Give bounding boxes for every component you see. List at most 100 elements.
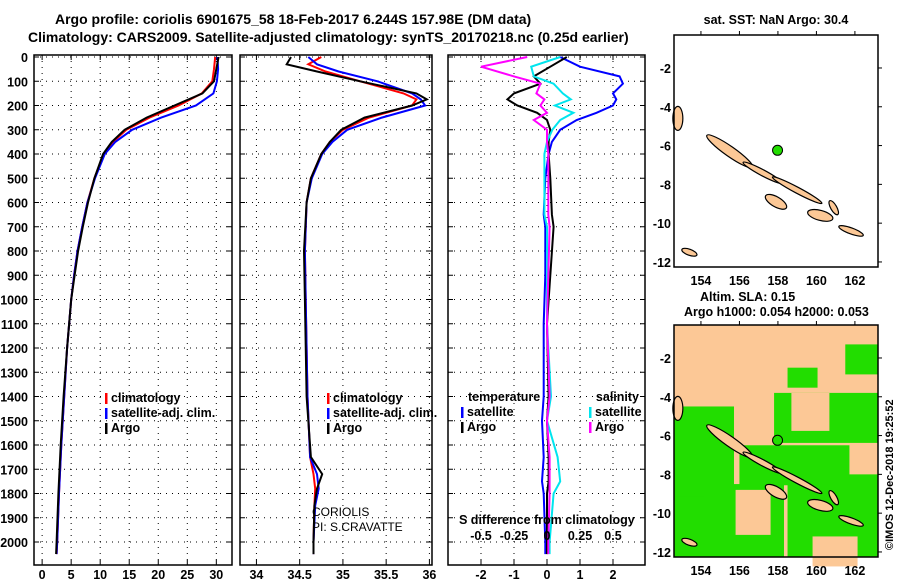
x-tick-label: 5 xyxy=(68,568,75,580)
legend-swatch xyxy=(105,393,108,404)
legend-label: Argo xyxy=(333,421,363,435)
x-tick-label: 0 xyxy=(39,568,46,580)
x-tick-label: 35 xyxy=(336,568,350,580)
lat-tick-label: -2 xyxy=(660,62,671,76)
legend-swatch xyxy=(327,423,330,434)
island xyxy=(828,489,840,506)
annotation-text: PI: S.CRAVATTE xyxy=(312,520,403,534)
y-tick-label: 700 xyxy=(7,221,28,235)
difference-panel: -2-1012T difference from climatology-0.5… xyxy=(447,54,646,580)
temperature-panel: 051015202530temperature (deg C)climatolo… xyxy=(33,54,233,580)
s-axis-label: S difference from climatology xyxy=(459,513,635,527)
sla-region xyxy=(674,416,704,497)
legend-label: satellite-adj. clim. xyxy=(111,406,215,420)
island xyxy=(681,247,698,257)
legend-label: satellite-adj. clim. xyxy=(333,406,437,420)
legend-swatch xyxy=(105,408,108,419)
x-tick-label: 36 xyxy=(422,568,436,580)
island xyxy=(771,466,823,495)
series-line-s-satellite xyxy=(529,56,576,555)
x-tick-label: 30 xyxy=(209,568,223,580)
y-tick-label: 300 xyxy=(7,124,28,138)
y-tick-label: 0 xyxy=(21,51,28,65)
argo-position-marker xyxy=(772,144,784,156)
plot-frame xyxy=(239,54,433,566)
x-tick-label: 10 xyxy=(93,568,107,580)
legend-label: satellite xyxy=(467,405,514,419)
lon-tick-label: 156 xyxy=(729,274,750,288)
series-line-satellite-adj-clim- xyxy=(303,56,427,555)
x-tick-label: 2 xyxy=(610,568,617,580)
y-tick-label: 1800 xyxy=(0,488,28,502)
y-tick-label: 1200 xyxy=(0,342,28,356)
title-line-2: Climatology: CARS2009. Satellite-adjuste… xyxy=(28,29,629,45)
y-tick-label: 400 xyxy=(7,148,28,162)
legend-label: climatology xyxy=(111,391,181,405)
y-tick-label: 2000 xyxy=(0,536,28,550)
y-tick-label: 800 xyxy=(7,245,28,259)
y-tick-label: 1300 xyxy=(0,366,28,380)
lon-tick-label: 162 xyxy=(844,274,865,288)
x-tick-label: 34.5 xyxy=(288,568,312,580)
island xyxy=(764,193,788,210)
map-frame xyxy=(673,34,879,268)
y-tick-label: 200 xyxy=(7,100,28,114)
series-line-t-satellite xyxy=(540,56,625,555)
island xyxy=(681,537,698,547)
s-tick-label: -0.25 xyxy=(500,529,529,543)
island xyxy=(807,498,834,512)
lat-tick-label: -12 xyxy=(653,256,671,270)
s-tick-label: 0 xyxy=(544,529,551,543)
y-tick-label: 100 xyxy=(7,75,28,89)
sla-region xyxy=(812,536,858,567)
s-tick-label: 0.5 xyxy=(604,529,621,543)
lon-tick-label: 158 xyxy=(767,274,788,288)
series-line-satellite-adj-clim- xyxy=(55,56,220,555)
sla-map: 154 156 158 160 162 -2 -4 -6 -8 -10 -12 Altim. SLA:… xyxy=(653,290,882,578)
x-tick-label: 15 xyxy=(122,568,136,580)
lat-tick-label: -10 xyxy=(653,507,671,521)
island xyxy=(828,199,840,216)
legend-swatch xyxy=(589,407,592,418)
y-tick-label: 1500 xyxy=(0,415,28,429)
lat-tick-label: -8 xyxy=(660,178,671,192)
lon-tick-label: 154 xyxy=(691,274,712,288)
lon-tick-label: 162 xyxy=(844,564,865,578)
map-frame xyxy=(673,324,879,558)
island xyxy=(838,515,864,527)
lon-tick-label: 158 xyxy=(767,564,788,578)
legend-swatch xyxy=(461,407,464,418)
annotation-text: CORIOLIS xyxy=(312,505,369,519)
series-line-argo xyxy=(285,56,430,555)
legend-swatch xyxy=(105,423,108,434)
s-tick-label: 0.25 xyxy=(568,529,592,543)
legend-label: climatology xyxy=(333,391,403,405)
y-tick-label: 500 xyxy=(7,172,28,186)
y-tick-label: 900 xyxy=(7,269,28,283)
island xyxy=(807,208,834,222)
lat-tick-label: -2 xyxy=(660,352,671,366)
salinity-panel: 3434.53535.536salinityclimatologysatelli… xyxy=(239,54,437,580)
lat-tick-label: -8 xyxy=(660,468,671,482)
legend-header: salinity xyxy=(596,390,639,404)
title-line-1: Argo profile: coriolis 6901675_58 18-Feb… xyxy=(55,11,531,27)
x-tick-label: 20 xyxy=(151,568,165,580)
legend-label: Argo xyxy=(467,420,497,434)
x-tick-label: 35.5 xyxy=(374,568,398,580)
legend-label: satellite xyxy=(595,405,642,419)
y-tick-label: 1900 xyxy=(0,512,28,526)
x-tick-label: 0 xyxy=(544,568,551,580)
sla-region xyxy=(735,489,771,535)
lat-tick-label: -4 xyxy=(660,391,671,405)
series-line-climatology xyxy=(303,56,418,555)
series-line-s-argo xyxy=(480,56,551,555)
lon-tick-label: 160 xyxy=(806,564,827,578)
x-tick-label: 25 xyxy=(180,568,194,580)
y-tick-label: 1100 xyxy=(1,318,28,332)
y-tick-label: 1600 xyxy=(0,439,28,453)
lat-tick-label: -4 xyxy=(660,101,671,115)
lat-tick-label: -6 xyxy=(660,140,671,154)
lat-tick-label: -12 xyxy=(653,546,671,560)
